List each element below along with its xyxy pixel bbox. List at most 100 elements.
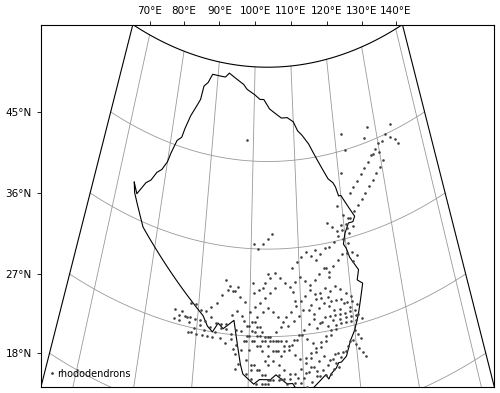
Point [180, 313, 188, 319]
Point [269, 357, 277, 364]
Point [296, 274, 304, 280]
Point [256, 299, 264, 306]
Point [197, 307, 205, 313]
Point [306, 321, 314, 327]
Point [198, 332, 205, 338]
Point [370, 151, 378, 158]
Point [330, 365, 338, 372]
Point [292, 303, 300, 309]
Point [269, 376, 277, 383]
Point [279, 319, 287, 325]
Point [192, 331, 200, 337]
Point [363, 124, 371, 130]
Point [348, 258, 356, 264]
Point [296, 356, 304, 362]
Point [274, 372, 282, 378]
Point [306, 282, 314, 288]
Point [378, 138, 386, 144]
Point [321, 285, 329, 291]
Point [261, 295, 269, 301]
Point [346, 190, 354, 196]
Point [222, 277, 230, 283]
Point [183, 314, 191, 320]
Point [325, 269, 333, 275]
Point [325, 303, 333, 310]
Point [318, 367, 326, 374]
Point [358, 315, 366, 321]
Point [238, 313, 246, 320]
Point [358, 196, 366, 202]
Point [340, 349, 347, 355]
Point [352, 312, 360, 318]
Point [274, 314, 282, 320]
Point [336, 286, 344, 292]
Point [362, 189, 370, 196]
Point [264, 381, 272, 387]
Point [370, 146, 378, 152]
Point [332, 297, 340, 303]
Point [354, 301, 362, 308]
Point [309, 340, 317, 346]
Point [213, 300, 221, 307]
Point [394, 140, 402, 146]
Point [264, 343, 272, 349]
Point [324, 323, 332, 329]
Point [320, 265, 328, 272]
Point [302, 355, 310, 362]
Point [290, 352, 298, 358]
Point [178, 308, 186, 314]
Point [216, 325, 224, 331]
Point [269, 386, 277, 392]
Point [312, 296, 320, 302]
Point [334, 257, 342, 264]
Point [190, 325, 198, 331]
Point [187, 329, 195, 336]
Point [356, 345, 364, 351]
Point [216, 335, 224, 341]
Point [338, 222, 345, 228]
Point [364, 158, 372, 165]
Point [348, 249, 356, 255]
Point [232, 342, 239, 348]
Point [253, 343, 261, 349]
Point [298, 332, 306, 338]
Point [297, 380, 305, 386]
Point [261, 372, 269, 378]
Point [391, 136, 399, 143]
Point [360, 165, 368, 171]
Point [344, 343, 352, 349]
Point [324, 220, 332, 226]
Point [330, 239, 338, 245]
Point [264, 353, 272, 359]
Point [342, 314, 349, 321]
Point [296, 332, 304, 338]
Point [272, 329, 280, 335]
Point [316, 373, 324, 379]
Point [292, 380, 300, 386]
Point [274, 348, 282, 354]
Point [277, 353, 285, 359]
Point [248, 338, 256, 344]
Point [256, 333, 264, 340]
Point [351, 327, 359, 333]
Point [269, 309, 277, 316]
Point [324, 362, 332, 368]
Point [261, 280, 269, 286]
Point [226, 336, 234, 342]
Point [243, 323, 251, 329]
Point [232, 327, 240, 333]
Point [302, 360, 310, 366]
Point [290, 337, 298, 343]
Point [326, 313, 334, 319]
Point [337, 296, 345, 302]
Point [332, 360, 340, 366]
Point [315, 305, 323, 311]
Point [343, 250, 351, 256]
Point [280, 343, 287, 349]
Point [253, 333, 261, 340]
Point [374, 140, 382, 146]
Point [342, 299, 350, 306]
Point [352, 307, 360, 313]
Point [201, 318, 209, 324]
Point [322, 372, 330, 378]
